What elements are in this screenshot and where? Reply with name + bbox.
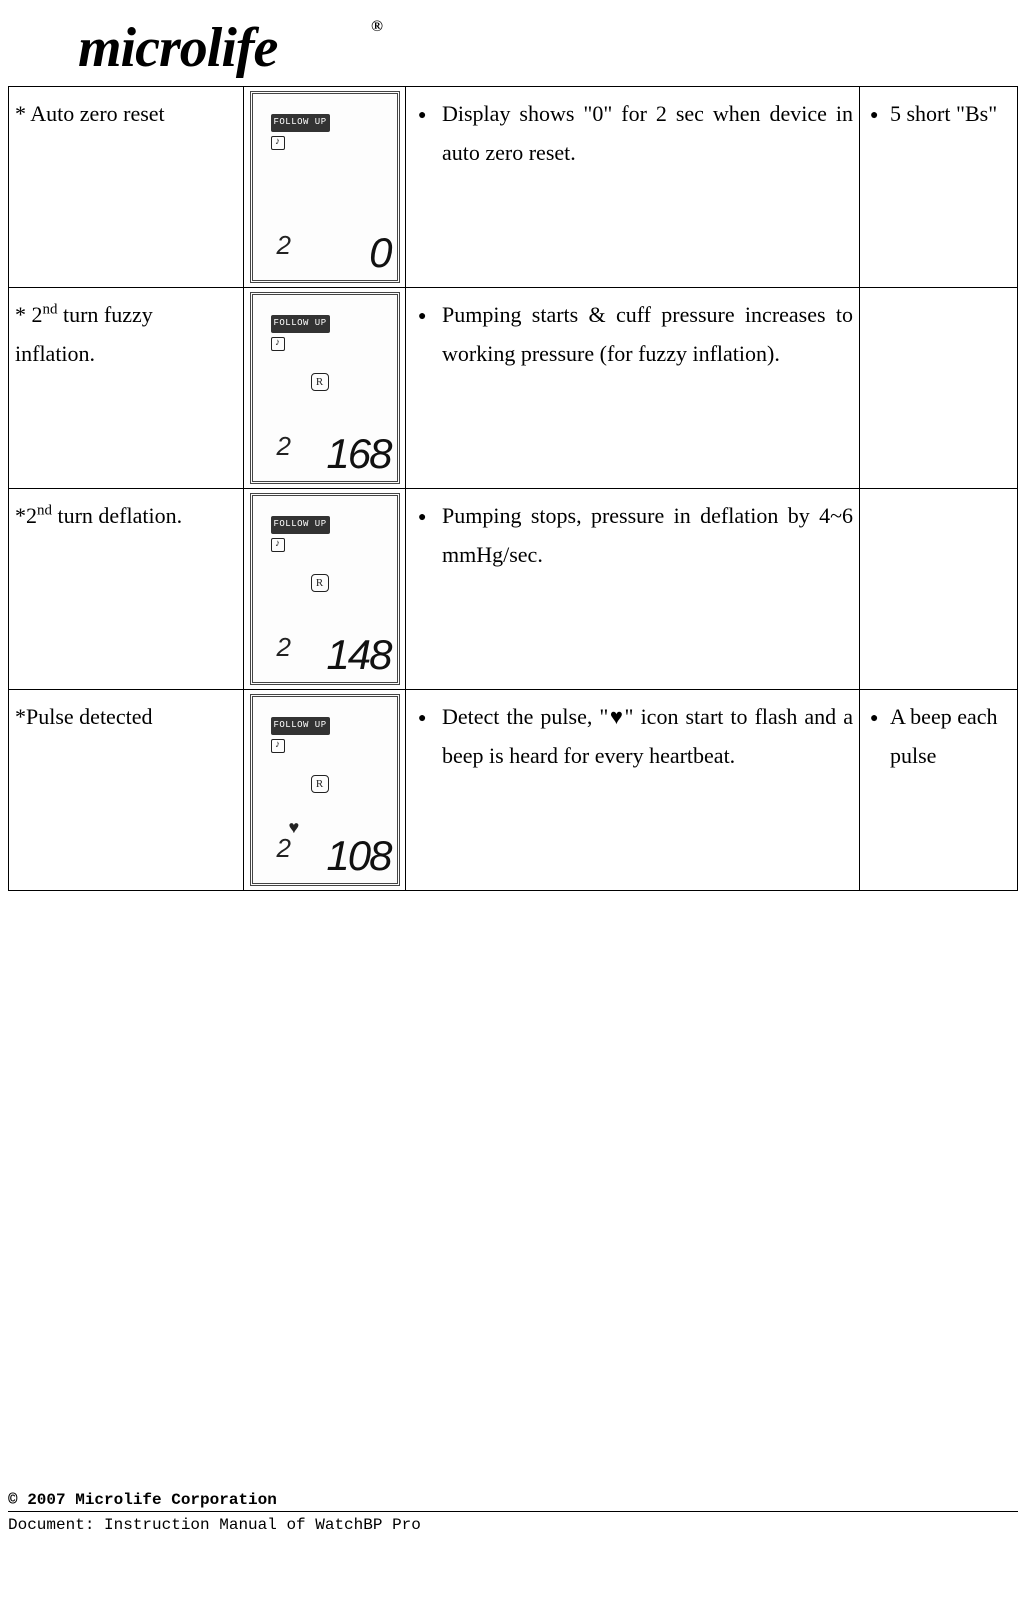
beep-cell: A beep each pulse: [860, 690, 1018, 891]
lcd-cell: FOLLOW UP R 2 168: [244, 288, 406, 489]
lcd-cell: FOLLOW UPR♥2108: [244, 690, 406, 891]
steps-table: * Auto zero reset FOLLOW UP 2 0 Display show…: [8, 86, 1018, 891]
lcd-screen: FOLLOW UP R 2 168: [250, 292, 400, 484]
lcd-afib-icon: [271, 739, 285, 753]
lcd-screen: FOLLOW UPR♥2108: [250, 694, 400, 886]
beep-text: A beep each pulse: [890, 698, 1011, 775]
beep-text: 5 short "Bs": [890, 95, 1011, 134]
description-cell: Pumping stops, pressure in deflation by …: [406, 489, 860, 690]
table-row: *Pulse detectedFOLLOW UPR♥2108Detect the…: [9, 690, 1018, 891]
lcd-circled-label: R: [311, 775, 329, 793]
beep-cell: [860, 288, 1018, 489]
lcd-big-number: 168: [326, 433, 390, 475]
lcd-afib-icon: [271, 538, 285, 552]
lcd-follow-label: FOLLOW UP: [271, 717, 330, 735]
lcd-afib-icon: [271, 136, 285, 150]
step-cell: *2nd turn deflation.: [9, 489, 244, 690]
page-footer: © 2007 Microlife Corporation Document: I…: [0, 1491, 1026, 1544]
lcd-big-number: 148: [326, 634, 390, 676]
lcd-small-number: 2: [277, 625, 291, 671]
lcd-circled-label: R: [311, 574, 329, 592]
brand-logo: microlife®: [78, 16, 378, 80]
description-text: Detect the pulse, "♥" icon start to flas…: [442, 698, 853, 775]
document-line: Document: Instruction Manual of WatchBP …: [8, 1516, 1018, 1534]
lcd-screen: FOLLOW UP R 2 148: [250, 493, 400, 685]
beep-cell: 5 short "Bs": [860, 87, 1018, 288]
brand-reg: ®: [371, 18, 382, 36]
lcd-afib-icon: [271, 337, 285, 351]
step-cell: * Auto zero reset: [9, 87, 244, 288]
footer-divider: [8, 1511, 1018, 1512]
description-text: Pumping starts & cuff pressure increases…: [442, 296, 853, 373]
description-cell: Pumping starts & cuff pressure increases…: [406, 288, 860, 489]
lcd-big-number: 0: [369, 232, 390, 274]
lcd-follow-label: FOLLOW UP: [271, 114, 330, 132]
copyright-line: © 2007 Microlife Corporation: [8, 1491, 1018, 1509]
step-cell: *Pulse detected: [9, 690, 244, 891]
description-cell: Detect the pulse, "♥" icon start to flas…: [406, 690, 860, 891]
description-text: Pumping stops, pressure in deflation by …: [442, 497, 853, 574]
lcd-cell: FOLLOW UP R 2 148: [244, 489, 406, 690]
table-row: *2nd turn deflation. FOLLOW UP R 2 148 Pumpin…: [9, 489, 1018, 690]
description-text: Display shows "0" for 2 sec when device …: [442, 95, 853, 172]
beep-cell: [860, 489, 1018, 690]
lcd-cell: FOLLOW UP 2 0: [244, 87, 406, 288]
brand-text: microlife: [78, 17, 277, 79]
table-row: * 2nd turn fuzzy inflation. FOLLOW UP R 2 16…: [9, 288, 1018, 489]
lcd-small-number: 2: [277, 826, 291, 872]
lcd-follow-label: FOLLOW UP: [271, 315, 330, 333]
lcd-big-number: 108: [326, 835, 390, 877]
lcd-follow-label: FOLLOW UP: [271, 516, 330, 534]
lcd-screen: FOLLOW UP 2 0: [250, 91, 400, 283]
step-cell: * 2nd turn fuzzy inflation.: [9, 288, 244, 489]
description-cell: Display shows "0" for 2 sec when device …: [406, 87, 860, 288]
lcd-small-number: 2: [277, 424, 291, 470]
lcd-circled-label: R: [311, 373, 329, 391]
lcd-small-number: 2: [277, 223, 291, 269]
table-row: * Auto zero reset FOLLOW UP 2 0 Display show…: [9, 87, 1018, 288]
